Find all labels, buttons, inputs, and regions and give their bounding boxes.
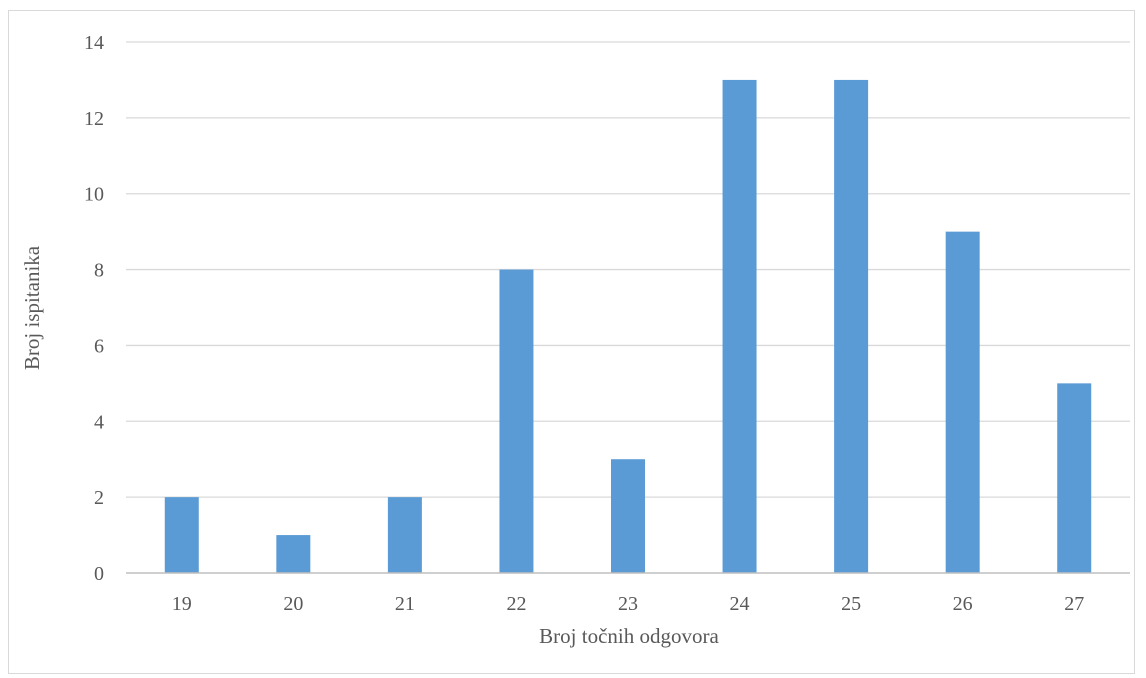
bar — [387, 497, 422, 573]
bar — [611, 459, 645, 573]
x-tick-label: 22 — [506, 593, 526, 615]
y-tick-label: 6 — [94, 335, 104, 357]
bar — [834, 79, 869, 573]
bar — [945, 231, 980, 573]
bar — [722, 79, 757, 573]
bar — [1057, 383, 1092, 573]
y-tick-label: 12 — [84, 108, 104, 130]
y-tick-label: 10 — [84, 184, 104, 206]
y-tick-label: 0 — [94, 563, 104, 585]
x-tick-label: 25 — [841, 593, 861, 615]
x-tick-label: 21 — [395, 593, 415, 615]
y-axis-title: Broj ispitanika — [20, 245, 44, 370]
bar — [499, 269, 534, 573]
bar — [276, 535, 311, 573]
x-tick-label: 23 — [618, 593, 638, 615]
bars — [164, 79, 1092, 573]
y-tick-label: 2 — [94, 487, 104, 509]
x-tick-label: 19 — [172, 593, 192, 615]
x-tick-label: 24 — [730, 593, 750, 615]
y-tick-label: 8 — [94, 260, 104, 282]
y-tick-label: 14 — [84, 32, 104, 54]
x-axis-title: Broj točnih odgovora — [539, 624, 719, 648]
x-tick-label: 26 — [953, 593, 973, 615]
y-tick-label: 4 — [94, 411, 104, 433]
x-tick-label: 20 — [283, 593, 303, 615]
bar — [164, 497, 199, 573]
x-tick-label: 27 — [1064, 593, 1084, 615]
